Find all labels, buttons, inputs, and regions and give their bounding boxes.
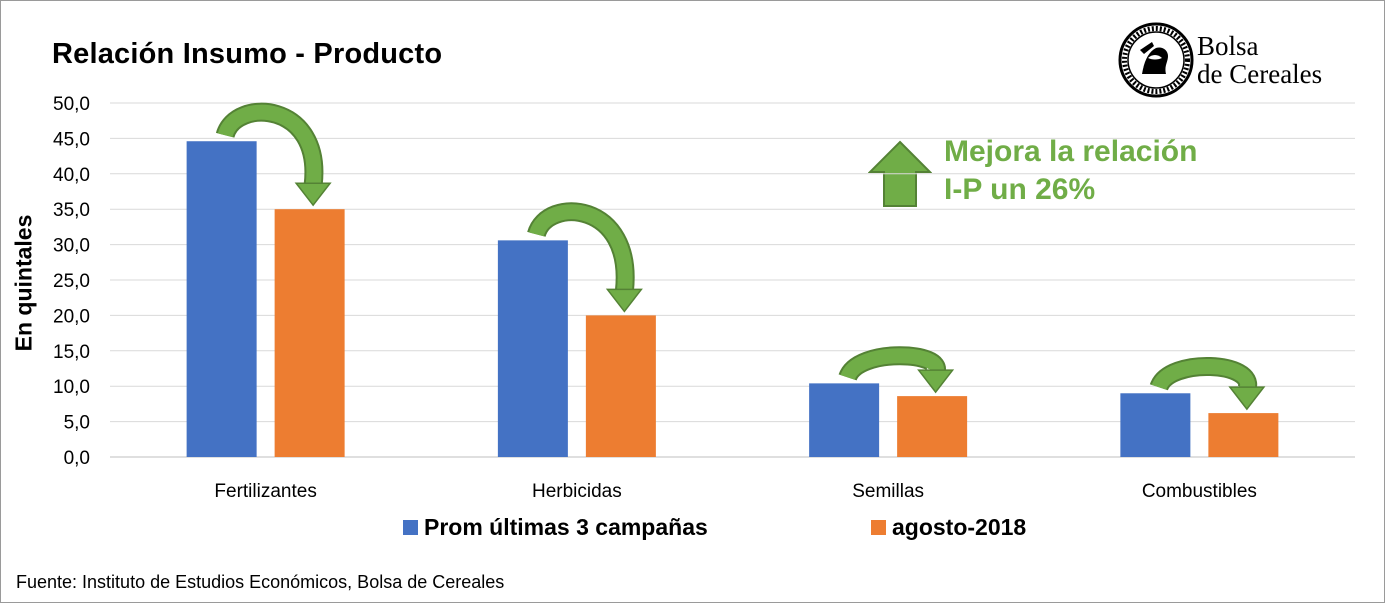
annotation-line1: Mejora la relación: [944, 135, 1198, 168]
legend-label-prom: Prom últimas 3 campañas: [424, 514, 708, 540]
curved-arrow-icon: [217, 104, 322, 187]
y-tick-label: 10,0: [53, 377, 90, 398]
y-tick-label: 25,0: [53, 271, 90, 292]
curved-arrow-head-icon: [605, 288, 643, 313]
y-tick-label: 35,0: [53, 200, 90, 221]
legend-label-agosto: agosto-2018: [892, 514, 1027, 540]
y-tick-label: 30,0: [53, 236, 90, 257]
logo-text-line1: Bolsa: [1197, 31, 1259, 61]
annotation-line2: I-P un 26%: [944, 173, 1096, 206]
curved-arrow-head-icon: [294, 182, 332, 207]
bar-herbicidas-series-0: [497, 240, 568, 457]
x-category-label: Herbicidas: [532, 481, 622, 502]
chart-title: Relación Insumo - Producto: [52, 38, 443, 70]
logo-text: Bolsa de Cereales: [1197, 32, 1322, 88]
y-tick-label: 15,0: [53, 342, 90, 363]
bar-herbicidas-series-1: [585, 315, 656, 457]
curved-arrow-head-icon: [917, 369, 955, 394]
x-category-label: Combustibles: [1142, 481, 1257, 502]
bar-combustibles-series-0: [1120, 393, 1191, 457]
curved-arrow-icon: [840, 348, 944, 382]
bar-combustibles-series-1: [1208, 413, 1279, 457]
y-tick-label: 40,0: [53, 165, 90, 186]
x-category-label: Semillas: [852, 481, 924, 502]
bar-fertilizantes-series-1: [274, 209, 345, 457]
curved-arrow-head-icon: [1228, 386, 1266, 411]
improvement-annotation: Mejora la relación I-P un 26%: [944, 133, 1197, 209]
legend-item-prom: Prom últimas 3 campañas: [403, 514, 708, 541]
bolsa-logo-seal-icon: [1118, 22, 1194, 98]
y-tick-label: 45,0: [53, 129, 90, 150]
curved-arrow-icon: [1151, 358, 1255, 392]
legend-swatch-agosto: [871, 520, 886, 535]
y-tick-label: 20,0: [53, 306, 90, 327]
legend-swatch-prom: [403, 520, 418, 535]
x-category-label: Fertilizantes: [214, 481, 316, 502]
y-tick-label: 0,0: [64, 448, 90, 469]
bar-semillas-series-0: [809, 383, 880, 457]
y-tick-label: 50,0: [53, 94, 90, 115]
y-tick-label: 5,0: [64, 413, 90, 434]
bar-fertilizantes-series-0: [186, 141, 257, 457]
logo-text-line2: de Cereales: [1197, 59, 1323, 89]
legend-item-agosto: agosto-2018: [871, 514, 1026, 541]
source-note: Fuente: Instituto de Estudios Económicos…: [16, 572, 505, 592]
curved-arrow-icon: [529, 204, 633, 293]
bar-semillas-series-1: [897, 396, 968, 457]
